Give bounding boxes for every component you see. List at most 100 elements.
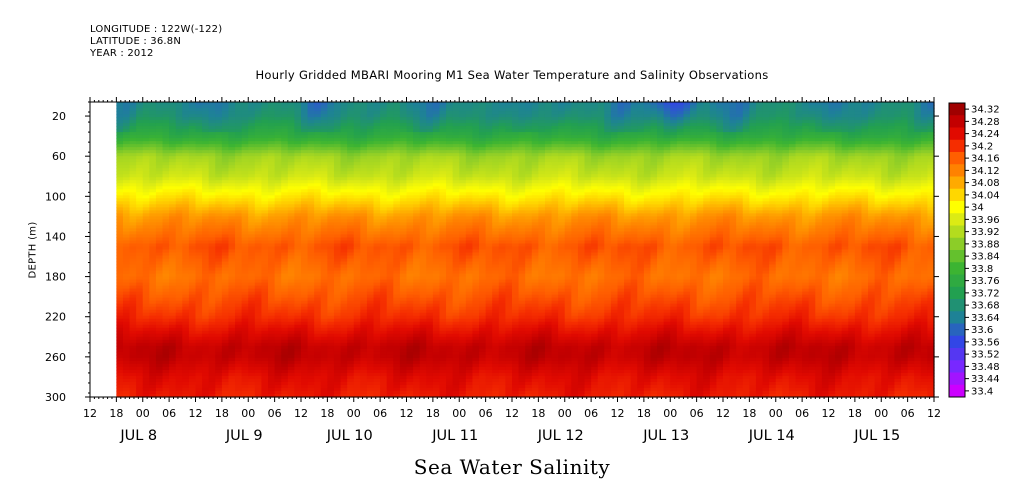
- heatmap-cell: [432, 276, 441, 281]
- heatmap-cell: [182, 255, 190, 260]
- heatmap-cell: [221, 102, 230, 106]
- heatmap-cell: [287, 339, 295, 344]
- heatmap-cell: [287, 369, 295, 374]
- heatmap-cell: [327, 336, 335, 341]
- heatmap-cell: [281, 186, 289, 190]
- heatmap-cell: [380, 255, 388, 260]
- heatmap-cell: [122, 132, 131, 136]
- heatmap-cell: [202, 324, 210, 329]
- heatmap-cell: [281, 105, 289, 109]
- heatmap-cell: [446, 285, 454, 290]
- heatmap-cell: [327, 210, 335, 214]
- heatmap-cell: [360, 345, 368, 350]
- heatmap-cell: [399, 168, 408, 172]
- heatmap-cell: [188, 237, 197, 242]
- heatmap-cell: [261, 192, 269, 196]
- heatmap-cell: [142, 231, 150, 236]
- heatmap-cell: [261, 216, 269, 220]
- heatmap-cell: [129, 237, 137, 242]
- heatmap-cell: [129, 114, 137, 118]
- heatmap-cell: [406, 312, 414, 317]
- heatmap-cell: [208, 153, 216, 157]
- heatmap-cell: [340, 384, 348, 389]
- heatmap-cell: [327, 261, 335, 266]
- heatmap-cell: [241, 153, 249, 157]
- heatmap-cell: [301, 393, 309, 398]
- heatmap-cell: [419, 360, 427, 365]
- heatmap-cell: [274, 231, 282, 236]
- heatmap-cell: [274, 150, 282, 154]
- heatmap-cell: [235, 204, 243, 208]
- heatmap-cell: [268, 126, 276, 130]
- heatmap-cell: [248, 384, 256, 389]
- heatmap-cell: [195, 222, 203, 227]
- heatmap-cell: [373, 393, 381, 398]
- heatmap-cell: [406, 375, 414, 380]
- heatmap-cell: [432, 375, 441, 380]
- heatmap-cell: [307, 357, 315, 362]
- heatmap-cell: [162, 258, 170, 263]
- heatmap-cell: [274, 126, 282, 130]
- heatmap-cell: [149, 144, 157, 148]
- heatmap-cell: [155, 174, 164, 178]
- heatmap-cell: [432, 201, 441, 205]
- heatmap-cell: [116, 336, 124, 341]
- heatmap-cell: [320, 207, 328, 211]
- heatmap-cell: [360, 126, 368, 130]
- heatmap-cell: [446, 366, 454, 371]
- heatmap-cell: [386, 177, 394, 181]
- heatmap-cell: [393, 387, 401, 392]
- heatmap-cell: [182, 378, 190, 383]
- heatmap-cell: [393, 150, 401, 154]
- heatmap-cell: [327, 390, 335, 395]
- heatmap-cell: [215, 108, 223, 112]
- heatmap-cell: [215, 246, 223, 251]
- heatmap-cell: [287, 357, 295, 362]
- heatmap-cell: [327, 105, 335, 109]
- heatmap-cell: [221, 204, 230, 208]
- heatmap-cell: [360, 354, 368, 359]
- heatmap-cell: [406, 261, 414, 266]
- heatmap-cell: [136, 303, 144, 308]
- heatmap-cell: [426, 156, 434, 160]
- heatmap-cell: [399, 345, 408, 350]
- heatmap-cell: [366, 312, 375, 317]
- heatmap-cell: [386, 123, 394, 127]
- heatmap-cell: [347, 111, 355, 115]
- heatmap-cell: [373, 264, 381, 269]
- heatmap-cell: [347, 171, 355, 175]
- heatmap-cell: [169, 294, 177, 299]
- heatmap-cell: [182, 264, 190, 269]
- heatmap-cell: [446, 288, 454, 293]
- heatmap-cell: [432, 126, 441, 130]
- heatmap-cell: [208, 357, 216, 362]
- heatmap-cell: [281, 351, 289, 356]
- heatmap-cell: [373, 204, 381, 208]
- heatmap-cell: [439, 357, 447, 362]
- heatmap-cell: [261, 327, 269, 332]
- heatmap-cell: [287, 330, 295, 335]
- heatmap-cell: [426, 216, 434, 220]
- heatmap-cell: [307, 102, 315, 106]
- heatmap-cell: [188, 267, 197, 272]
- heatmap-cell: [254, 264, 263, 269]
- heatmap-cell: [386, 312, 394, 317]
- heatmap-cell: [281, 114, 289, 118]
- heatmap-cell: [301, 285, 309, 290]
- heatmap-cell: [281, 255, 289, 260]
- heatmap-cell: [228, 276, 236, 281]
- heatmap-cell: [122, 213, 131, 217]
- heatmap-cell: [366, 267, 375, 272]
- heatmap-cell: [142, 345, 150, 350]
- heatmap-cell: [274, 324, 282, 329]
- heatmap-cell: [129, 384, 137, 389]
- heatmap-cell: [301, 345, 309, 350]
- heatmap-cell: [235, 348, 243, 353]
- heatmap-cell: [380, 336, 388, 341]
- heatmap-cell: [228, 354, 236, 359]
- heatmap-cell: [155, 111, 164, 115]
- heatmap-cell: [393, 222, 401, 227]
- heatmap-cell: [182, 102, 190, 106]
- heatmap-cell: [327, 108, 335, 112]
- heatmap-cell: [248, 348, 256, 353]
